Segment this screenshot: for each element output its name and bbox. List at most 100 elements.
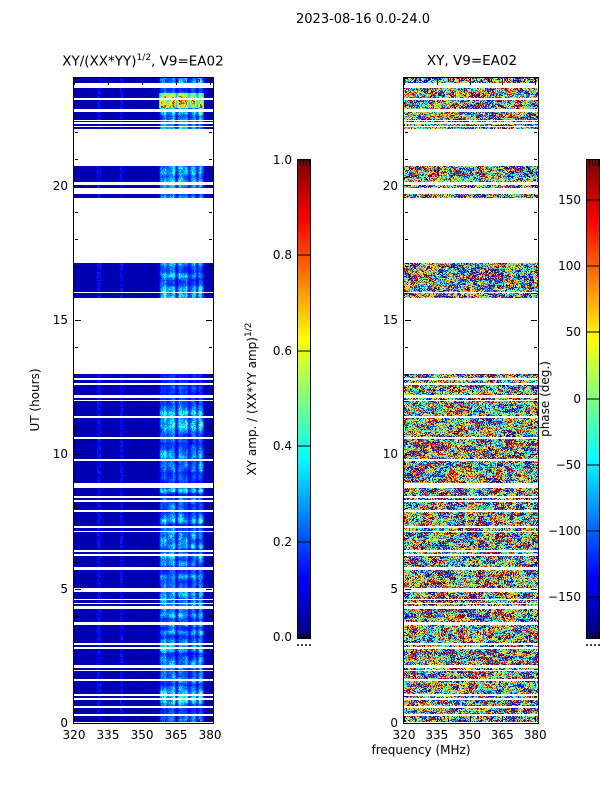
right-heatmap-canvas xyxy=(404,78,538,723)
left-x-tick xyxy=(199,719,200,722)
right-y-tick xyxy=(534,266,537,267)
amp-colorbar-tick-label: 0.8 xyxy=(272,248,292,263)
left-y-tick xyxy=(209,105,212,106)
right-y-tick xyxy=(405,696,408,697)
left-x-tick-label: 320 xyxy=(62,728,86,742)
right-y-tick xyxy=(405,642,408,643)
right-x-tick xyxy=(415,719,416,722)
right-y-tick xyxy=(534,78,537,79)
right-y-tick-label: 5 xyxy=(390,581,398,596)
right-y-tick xyxy=(405,454,411,455)
amp-colorbar-canvas xyxy=(298,160,310,638)
left-x-tick xyxy=(119,719,120,722)
left-y-tick xyxy=(75,454,81,455)
right-x-tick xyxy=(415,79,416,82)
right-x-tick xyxy=(426,79,427,82)
left-y-tick xyxy=(209,347,212,348)
left-y-tick xyxy=(209,696,212,697)
left-y-tick xyxy=(75,293,78,294)
right-y-tick xyxy=(531,185,537,186)
left-y-tick xyxy=(75,266,78,267)
right-y-tick xyxy=(534,105,537,106)
left-x-tick xyxy=(131,719,132,722)
right-y-tick xyxy=(405,320,411,321)
left-x-tick xyxy=(187,79,188,82)
right-x-tick xyxy=(470,716,471,722)
left-y-tick xyxy=(75,481,78,482)
left-x-tick xyxy=(153,79,154,82)
right-y-tick xyxy=(405,589,411,590)
right-y-tick xyxy=(534,212,537,213)
left-x-tick xyxy=(199,79,200,82)
right-x-tick-label: 380 xyxy=(523,728,547,742)
right-y-tick xyxy=(534,508,537,509)
right-y-tick xyxy=(534,427,537,428)
left-x-tick xyxy=(142,79,143,85)
right-y-tick xyxy=(531,454,537,455)
phase-colorbar-tick-label: 0 xyxy=(573,391,581,406)
right-y-tick xyxy=(405,132,408,133)
right-x-tick xyxy=(513,719,514,722)
right-x-tick xyxy=(491,79,492,82)
right-panel-title: XY, V9=EA02 xyxy=(426,53,518,69)
right-y-tick xyxy=(405,535,408,536)
left-y-tick-label: 5 xyxy=(60,581,68,596)
left-y-tick xyxy=(209,669,212,670)
right-x-tick xyxy=(470,79,471,85)
right-x-tick xyxy=(448,719,449,722)
right-y-tick xyxy=(405,239,408,240)
left-y-tick xyxy=(75,723,81,724)
left-y-tick xyxy=(75,239,78,240)
left-y-tick xyxy=(75,696,78,697)
left-y-tick xyxy=(209,239,212,240)
right-y-tick xyxy=(534,669,537,670)
left-x-tick xyxy=(108,716,109,722)
right-y-tick xyxy=(405,159,408,160)
left-y-tick xyxy=(206,320,212,321)
right-y-tick xyxy=(405,669,408,670)
left-x-tick-label: 350 xyxy=(130,728,154,742)
right-x-tick xyxy=(481,79,482,82)
right-y-tick xyxy=(534,159,537,160)
right-y-tick xyxy=(405,347,408,348)
left-x-tick xyxy=(176,79,177,85)
left-x-tick xyxy=(119,79,120,82)
right-x-tick xyxy=(459,719,460,722)
left-y-tick xyxy=(75,401,78,402)
left-y-tick xyxy=(206,589,212,590)
phase-colorbar-tick-label: 150 xyxy=(558,192,581,207)
right-y-tick xyxy=(534,374,537,375)
amp-colorbar-tick-label: 0.6 xyxy=(272,343,292,358)
left-panel-title-sup: 1/2 xyxy=(136,53,152,63)
left-y-tick xyxy=(209,508,212,509)
right-y-tick xyxy=(405,562,408,563)
left-y-tick xyxy=(209,374,212,375)
right-y-tick xyxy=(405,508,408,509)
right-y-tick xyxy=(405,616,408,617)
right-x-tick xyxy=(535,79,536,85)
left-x-tick-label: 380 xyxy=(198,728,222,742)
left-y-tick xyxy=(209,78,212,79)
left-x-tick-label: 335 xyxy=(96,728,120,742)
phase-colorbar-tick-label: −100 xyxy=(548,524,581,538)
right-x-tick-label: 335 xyxy=(425,728,449,742)
left-y-tick xyxy=(206,723,212,724)
right-y-tick xyxy=(534,239,537,240)
right-y-tick xyxy=(405,212,408,213)
right-x-tick xyxy=(437,716,438,722)
left-x-tick xyxy=(97,79,98,82)
left-panel-title-main: XY/(XX*YY) xyxy=(62,53,137,70)
right-x-tick-label: 320 xyxy=(392,728,416,742)
left-panel-title-rest: , V9=EA02 xyxy=(151,53,224,70)
left-x-tick-label: 365 xyxy=(164,728,188,742)
left-y-tick xyxy=(75,132,78,133)
right-y-tick xyxy=(534,562,537,563)
right-y-tick xyxy=(405,185,411,186)
right-y-tick xyxy=(534,481,537,482)
right-x-tick xyxy=(459,79,460,82)
right-x-tick xyxy=(524,79,525,82)
phase-colorbar-tick-label: −150 xyxy=(548,590,581,605)
right-y-tick xyxy=(405,723,411,724)
left-x-tick xyxy=(210,79,211,85)
left-x-tick xyxy=(176,716,177,722)
